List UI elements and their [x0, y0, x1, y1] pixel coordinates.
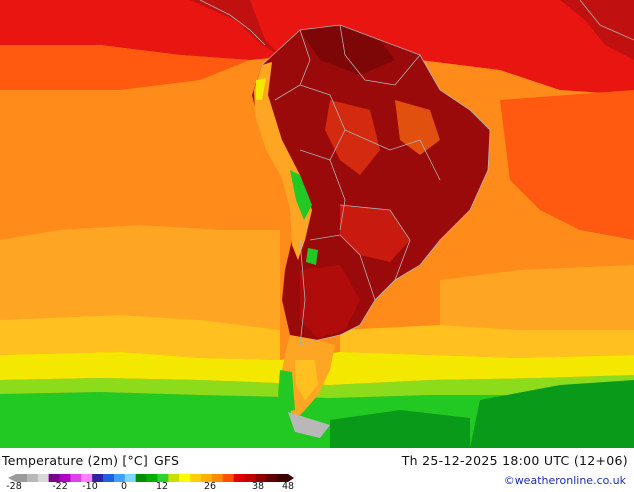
color-scale-segment — [157, 474, 169, 482]
scale-label: -22 — [52, 481, 68, 492]
country-borders — [261, 24, 491, 346]
scale-left-arrow — [8, 474, 16, 482]
color-scale-segment — [81, 474, 93, 482]
color-scale-labels: -28 -22 -10 0 12 26 38 48 — [0, 481, 300, 492]
northern-borders — [199, 0, 634, 46]
color-scale-segment — [200, 474, 213, 482]
map-title: Temperature (2m) [°C] GFS — [2, 453, 185, 468]
atlantic-warm — [500, 90, 634, 240]
color-scale-segment — [26, 474, 39, 482]
color-scale-segment — [244, 474, 256, 482]
caribbean-land — [560, 0, 634, 60]
color-scale-segment — [16, 474, 28, 482]
map-canvas — [0, 0, 634, 448]
color-scale-segment — [222, 474, 234, 482]
color-scale-segment — [255, 474, 267, 482]
color-scale-segment — [179, 474, 191, 482]
dark-green-patch — [470, 380, 634, 448]
color-scale-segment — [48, 474, 60, 482]
color-scale-segment — [70, 474, 82, 482]
amazon-north-hot — [300, 25, 395, 75]
map-footer: Temperature (2m) [°C] GFS Th 25-12-2025 1… — [0, 448, 634, 492]
chile-south-green — [278, 370, 295, 412]
inland-red-patch — [325, 100, 380, 175]
model-name: GFS — [153, 453, 180, 468]
andes-green-patch-2 — [306, 248, 318, 265]
andes-yellow-patch — [256, 78, 266, 100]
pacific-light-orange — [0, 225, 280, 330]
andes-cool-strip — [254, 62, 312, 260]
scale-label: 0 — [120, 481, 128, 492]
color-scale-segment — [233, 474, 245, 482]
andes-green-patch — [290, 170, 312, 220]
scale-label: 12 — [155, 481, 169, 492]
map-datetime: Th 25-12-2025 18:00 UTC (12+06) — [401, 453, 628, 468]
brazil-orange-patch — [395, 100, 440, 155]
color-scale-segment — [266, 474, 278, 482]
dark-green-south — [330, 410, 470, 448]
atlantic-yellow-orange — [340, 325, 634, 358]
atlantic-light-orange — [440, 265, 634, 330]
color-scale — [8, 474, 294, 482]
color-scale-segment — [124, 474, 136, 482]
color-scale-segment — [103, 474, 115, 482]
south-america-landmass — [252, 25, 490, 345]
central-america — [190, 0, 280, 55]
color-scale-segment — [211, 474, 224, 482]
scale-label: 38 — [251, 481, 265, 492]
scale-right-arrow — [288, 474, 294, 482]
color-scale-segment — [135, 474, 147, 482]
color-scale-segment — [92, 474, 104, 482]
scale-label: -10 — [82, 481, 98, 492]
color-scale-segment — [190, 474, 202, 482]
scale-label: -28 — [6, 481, 22, 492]
color-scale-segment — [146, 474, 158, 482]
credit-link[interactable]: ©weatheronline.co.uk — [503, 474, 626, 487]
map-title-text: Temperature (2m) [°C] — [2, 453, 148, 468]
scale-label: 48 — [281, 481, 295, 492]
color-scale-segment — [168, 474, 180, 482]
color-scale-segment — [59, 474, 71, 482]
tierra-del-fuego — [288, 412, 330, 438]
color-scale-segment — [37, 474, 49, 482]
paraguay-red-patch — [340, 205, 410, 262]
color-scale-segment — [277, 474, 289, 482]
scale-label: 26 — [203, 481, 217, 492]
temperature-map — [0, 0, 634, 448]
argentina-hot — [300, 265, 360, 338]
yellow-orange-band — [0, 315, 280, 360]
equatorial-orange-red — [0, 45, 250, 90]
color-scale-segment — [113, 474, 126, 482]
patagonia-yellow — [295, 360, 318, 400]
